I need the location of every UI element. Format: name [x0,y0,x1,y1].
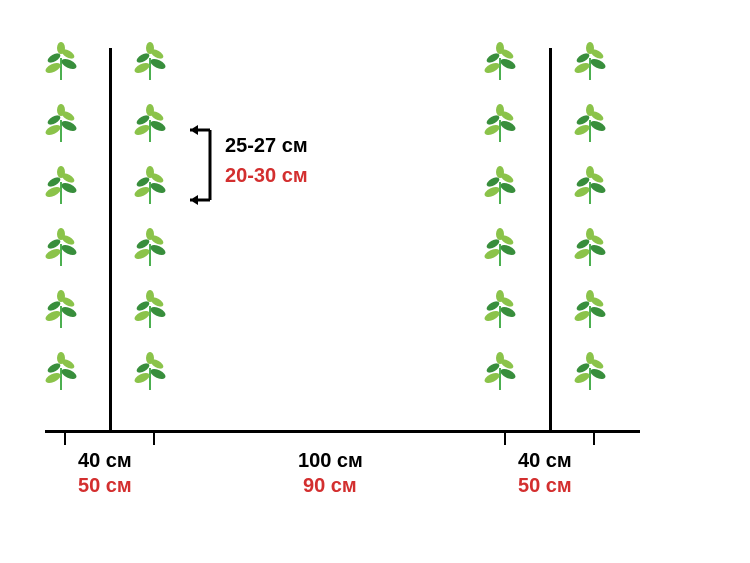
tick-mark [64,430,66,445]
plant-icon [480,164,520,204]
plant-icon [41,102,81,142]
plant-icon [570,288,610,328]
plant-icon [130,350,170,390]
plant-icon [130,40,170,80]
center-gap-label-primary: 100 см [298,450,363,473]
row-spacing-label-primary: 25-27 см [225,135,308,158]
tick-mark [153,430,155,445]
vertical-line [549,48,552,430]
baseline [45,430,640,433]
plant-icon [480,226,520,266]
right-gap-label-secondary: 50 см [518,475,572,498]
plant-icon [570,350,610,390]
plant-icon [570,164,610,204]
plant-icon [480,350,520,390]
plant-icon [570,102,610,142]
plant-icon [41,226,81,266]
row-spacing-bracket [190,120,225,210]
tick-mark [504,430,506,445]
planting-diagram: 25-27 см 20-30 см 40 см 50 см 100 см 90 … [0,0,750,563]
plant-icon [41,40,81,80]
plant-icon [41,164,81,204]
plant-icon [130,164,170,204]
tick-mark [593,430,595,445]
vertical-line [109,48,112,430]
plant-icon [130,102,170,142]
plant-icon [41,350,81,390]
plant-icon [570,226,610,266]
left-gap-label-secondary: 50 см [78,475,132,498]
center-gap-label-secondary: 90 см [303,475,357,498]
row-spacing-label-secondary: 20-30 см [225,165,308,188]
plant-icon [41,288,81,328]
plant-icon [130,226,170,266]
plant-icon [480,40,520,80]
plant-icon [480,102,520,142]
plant-icon [130,288,170,328]
plant-icon [480,288,520,328]
plant-icon [570,40,610,80]
left-gap-label-primary: 40 см [78,450,132,473]
right-gap-label-primary: 40 см [518,450,572,473]
